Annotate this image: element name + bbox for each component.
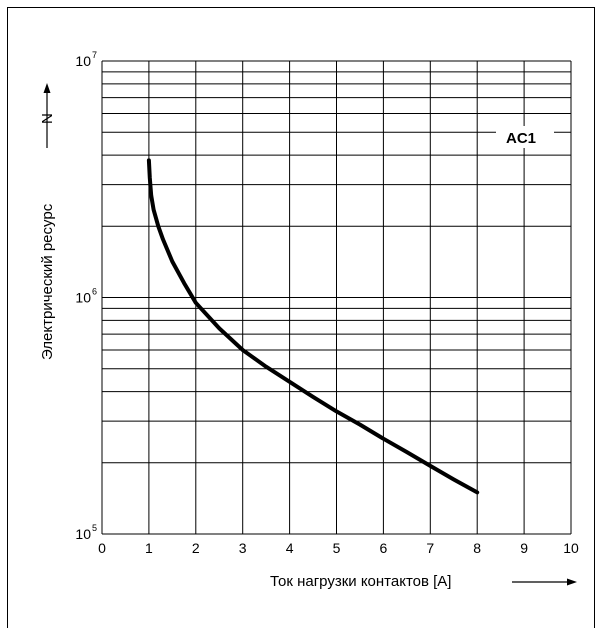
y-tick-label: 10 xyxy=(75,53,91,69)
y-tick-label: 10 xyxy=(75,526,91,542)
x-axis-arrow-head xyxy=(567,578,577,586)
series-label-ac1: AC1 xyxy=(506,130,536,147)
x-tick-label: 0 xyxy=(98,540,106,556)
chart-frame xyxy=(7,7,595,628)
series-layer xyxy=(146,158,480,495)
y-tick-exponent: 6 xyxy=(92,287,97,297)
x-tick-label: 2 xyxy=(192,540,200,556)
x-tick-label: 4 xyxy=(286,540,294,556)
x-tick-label: 5 xyxy=(333,540,341,556)
grid xyxy=(101,60,572,535)
x-tick-label: 1 xyxy=(145,540,153,556)
y-axis-label: Электрический ресурс xyxy=(39,203,56,360)
y-axis-arrow-head xyxy=(43,83,51,93)
y-tick-exponent: 5 xyxy=(92,523,97,533)
y-tick-label: 10 xyxy=(75,290,91,306)
y-axis-symbol: N xyxy=(39,113,56,124)
x-axis-label: Ток нагрузки контактов [A] xyxy=(270,573,451,590)
x-tick-label: 6 xyxy=(380,540,388,556)
x-tick-label: 7 xyxy=(426,540,434,556)
x-tick-label: 3 xyxy=(239,540,247,556)
series-label-bg xyxy=(496,126,554,148)
x-tick-label: 8 xyxy=(473,540,481,556)
x-tick-labels: 0 1 2 3 4 5 6 7 8 9 10 xyxy=(98,540,579,556)
x-tick-label: 9 xyxy=(520,540,528,556)
x-tick-label: 10 xyxy=(563,540,579,556)
y-tick-exponent: 7 xyxy=(92,50,97,60)
series-line-ac1 xyxy=(146,158,480,495)
